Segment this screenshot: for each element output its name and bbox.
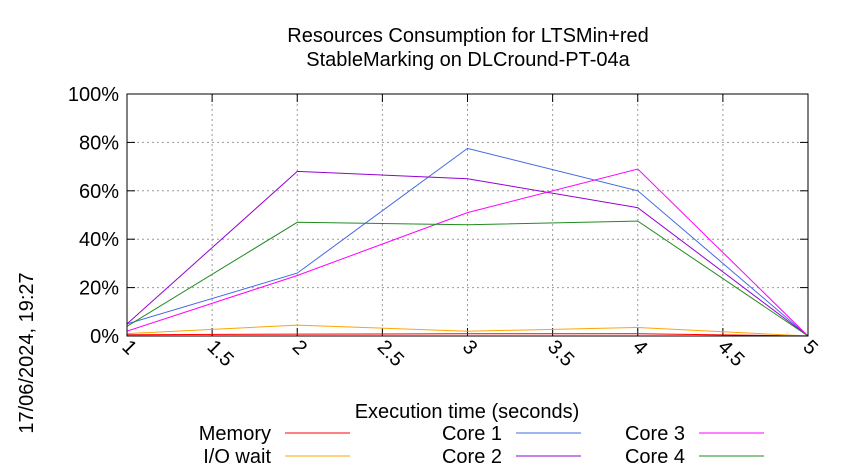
legend-label: Core 1 xyxy=(442,423,502,445)
legend-label: Core 4 xyxy=(625,446,685,468)
x-tick-label: 3.5 xyxy=(543,336,578,371)
x-tick-label: 2 xyxy=(288,336,311,359)
grid xyxy=(126,93,809,337)
legend-label: I/O wait xyxy=(203,446,271,468)
chart-title-line1: Resources Consumption for LTSMin+red xyxy=(287,25,648,47)
x-tick-label: 4.5 xyxy=(713,336,748,371)
y-tick-label: 100% xyxy=(68,84,119,106)
legend-label: Core 2 xyxy=(442,446,502,468)
x-tick-label: 1 xyxy=(117,336,140,359)
x-axis: 1 1.5 2 2.5 3 3.5 4 4.5 5 xyxy=(117,94,822,371)
series-line-core-4 xyxy=(126,220,809,337)
x-tick-label: 5 xyxy=(798,336,821,359)
y-tick-label: 60% xyxy=(79,181,119,203)
series-line-core-1 xyxy=(126,147,809,337)
series-lines xyxy=(126,147,809,337)
y-tick-label: 40% xyxy=(79,229,119,251)
legend-label: Memory xyxy=(199,423,271,445)
x-tick-label: 2.5 xyxy=(373,336,408,371)
x-tick-label: 4 xyxy=(628,336,651,359)
x-tick-label: 1.5 xyxy=(203,336,238,371)
series-line-core-2 xyxy=(126,170,809,337)
legend-label: Core 3 xyxy=(625,423,685,445)
y-tick-label: 80% xyxy=(79,132,119,154)
x-axis-label: Execution time (seconds) xyxy=(355,401,580,423)
chart-title-line2: StableMarking on DLCround-PT-04a xyxy=(306,49,630,71)
series-line-i-o-wait xyxy=(126,324,809,337)
y-tick-label: 0% xyxy=(90,326,119,348)
x-tick-label: 3 xyxy=(458,336,481,359)
series-line-memory xyxy=(126,333,809,337)
plot-frame xyxy=(126,93,809,337)
timestamp: 17/06/2024, 19:27 xyxy=(16,272,38,433)
series-line-core-3 xyxy=(126,168,809,337)
y-axis: 0% 20% 40% 60% 80% 100% xyxy=(68,84,808,348)
y-tick-label: 20% xyxy=(79,278,119,300)
